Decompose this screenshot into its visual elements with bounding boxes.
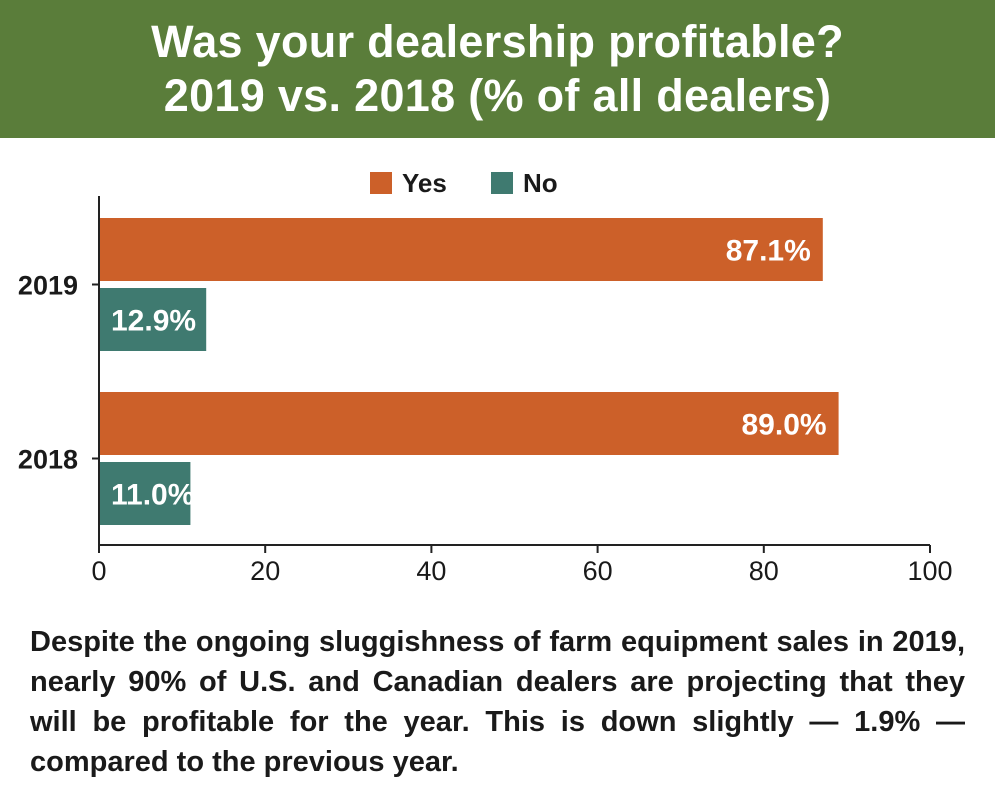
x-tick-label-60: 60 xyxy=(583,556,613,586)
x-tick-label-80: 80 xyxy=(749,556,779,586)
x-tick-label-0: 0 xyxy=(91,556,106,586)
bar-2018-yes xyxy=(99,392,839,455)
x-tick-label-100: 100 xyxy=(907,556,952,586)
bar-2018-no xyxy=(99,462,191,525)
legend-swatch-no xyxy=(491,172,513,194)
legend-label-no: No xyxy=(523,168,558,198)
x-tick-label-20: 20 xyxy=(250,556,280,586)
chart-title-line-1: Was your dealership profitable? xyxy=(151,16,844,67)
category-label-2018: 2018 xyxy=(18,445,78,475)
legend-swatch-yes xyxy=(370,172,392,194)
chart-caption: Despite the ongoing sluggishness of farm… xyxy=(30,626,965,778)
legend-label-yes: Yes xyxy=(402,168,447,198)
data-label-2018-no: 11.0% xyxy=(111,479,194,512)
bar-chart: Yes No 87.1% 12.9% 2019 89.0% 11.0% 2018 0 20 40 60… xyxy=(18,168,953,586)
bar-2019-yes xyxy=(99,218,823,281)
data-label-2019-no: 12.9% xyxy=(111,305,196,338)
data-label-2019-yes: 87.1% xyxy=(726,235,811,268)
title-banner: Was your dealership profitable? 2019 vs.… xyxy=(0,0,995,138)
x-tick-label-40: 40 xyxy=(416,556,446,586)
category-label-2019: 2019 xyxy=(18,271,78,301)
bar-2019-no xyxy=(99,288,207,351)
data-label-2018-yes: 89.0% xyxy=(742,409,827,442)
chart-title-line-2: 2019 vs. 2018 (% of all dealers) xyxy=(163,70,832,121)
